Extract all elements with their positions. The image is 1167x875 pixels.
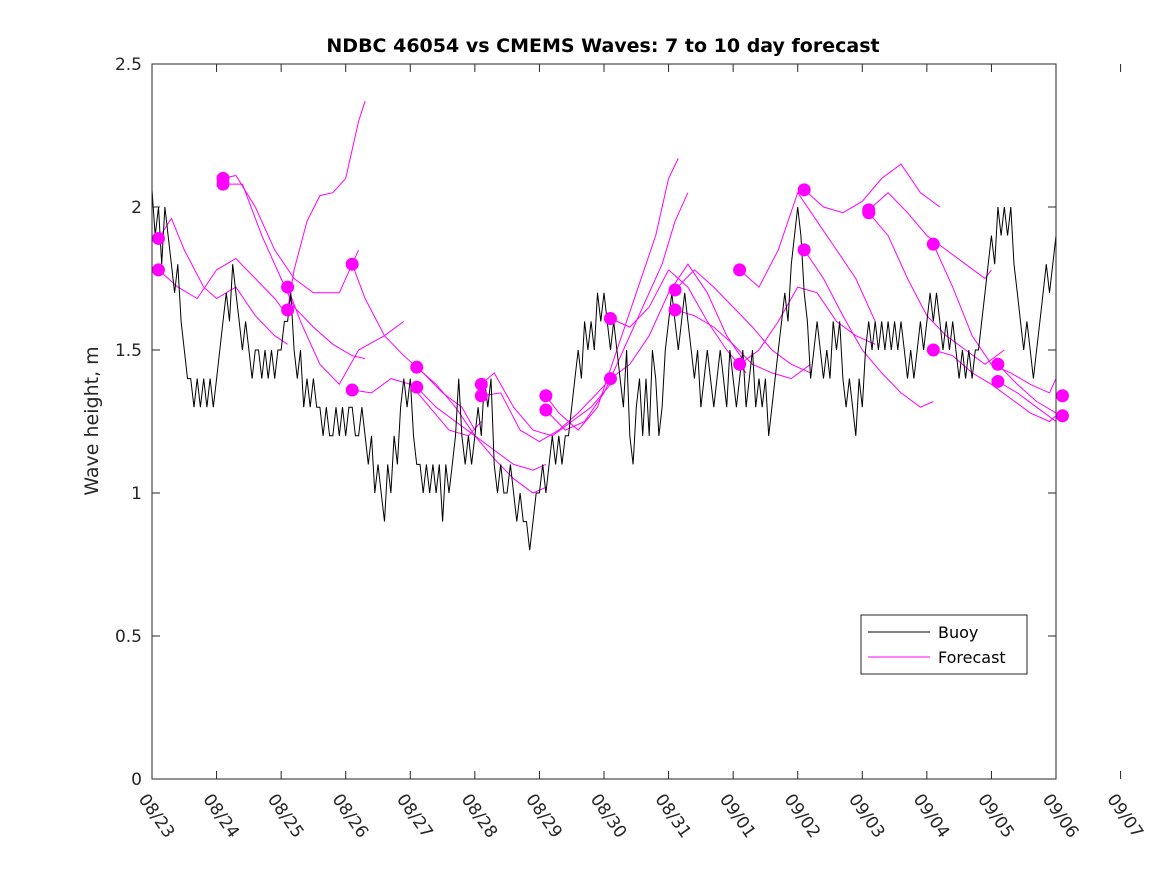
forecast-line (997, 381, 1056, 423)
forecast-line (352, 378, 482, 437)
y-tick-label: 2 (131, 198, 142, 218)
forecast-start-marker (410, 360, 424, 374)
forecast-start-marker (474, 389, 488, 403)
x-tick-label: 09/07 (1102, 790, 1146, 842)
forecast-start-marker (1055, 409, 1069, 423)
y-tick-label: 0 (131, 770, 142, 790)
legend: Buoy Forecast (860, 614, 1028, 675)
forecast-line (158, 217, 288, 345)
forecast-line (416, 386, 547, 471)
x-tick-label: 08/29 (521, 790, 565, 842)
forecast-start-marker (1055, 389, 1069, 403)
forecast-start-marker (991, 374, 1005, 388)
forecast-line (610, 263, 747, 380)
forecast-start-marker (733, 357, 747, 371)
forecast-line (481, 378, 611, 443)
x-tick-label: 08/25 (263, 790, 307, 842)
forecast-start-marker (668, 283, 682, 297)
x-tick-label: 09/06 (1038, 790, 1082, 842)
forecast-start-marker (281, 280, 295, 294)
x-tick-label: 08/27 (392, 790, 436, 842)
y-axis-label: Wave height, m (81, 346, 103, 495)
forecast-line (739, 191, 876, 322)
forecast-line (1063, 336, 1147, 408)
x-tick-label: 09/05 (973, 790, 1017, 842)
forecast-start-marker (926, 343, 940, 357)
x-tick-label: 08/26 (328, 790, 372, 842)
x-tick-label: 08/24 (198, 790, 242, 842)
forecast-line (1063, 379, 1147, 422)
forecast-start-marker (345, 383, 359, 397)
forecast-line (158, 257, 288, 316)
chart-title: NDBC 46054 vs CMEMS Waves: 7 to 10 day f… (326, 35, 879, 57)
forecast-start-marker (668, 303, 682, 317)
x-tick-label: 08/30 (586, 790, 630, 842)
x-tick-label: 09/03 (844, 790, 888, 842)
y-tick-label: 1.5 (115, 341, 142, 361)
forecast-line (480, 372, 611, 437)
x-tick-label: 08/23 (134, 790, 178, 842)
forecast-line (803, 163, 941, 214)
forecast-line (674, 269, 811, 374)
forecast-start-marker (345, 257, 359, 271)
forecast-start-marker (862, 206, 876, 220)
forecast-start-marker (410, 380, 424, 394)
forecast-line (803, 249, 934, 408)
legend-forecast-label: Forecast (938, 648, 1006, 667)
y-tick-label: 2.5 (115, 55, 142, 75)
forecast-line (545, 192, 689, 431)
forecast-start-marker (797, 243, 811, 257)
forecast-start-marker (603, 372, 617, 386)
forecast-start-marker (603, 312, 617, 326)
x-tick-label: 09/02 (780, 790, 824, 842)
forecast-start-marker (797, 183, 811, 197)
forecast-line (223, 183, 366, 360)
forecast-line (416, 366, 547, 494)
x-tick-label: 09/04 (909, 790, 953, 842)
legend-buoy-label: Buoy (938, 623, 978, 642)
x-tick-label: 08/28 (457, 790, 501, 842)
y-tick-label: 1 (131, 484, 142, 504)
forecast-start-marker (991, 357, 1005, 371)
forecast-start-marker (216, 177, 230, 191)
forecast-start-marker (733, 263, 747, 277)
forecast-line (933, 349, 1056, 423)
forecast-line (287, 101, 366, 311)
forecast-start-marker (539, 389, 553, 403)
legend-box (860, 614, 1028, 675)
forecast-line (222, 174, 360, 294)
forecast-start-marker (151, 263, 165, 277)
x-tick-label: 09/01 (715, 790, 759, 842)
x-tick-label: 08/31 (650, 790, 694, 842)
forecast-start-marker (926, 237, 940, 251)
forecast-start-marker (281, 303, 295, 317)
forecast-line (997, 363, 1056, 414)
forecast-start-marker (539, 403, 553, 417)
forecast-line (868, 212, 1005, 365)
y-tick-label: 0.5 (115, 627, 142, 647)
forecast-start-marker (151, 231, 165, 245)
forecast-start-marker (474, 377, 488, 391)
